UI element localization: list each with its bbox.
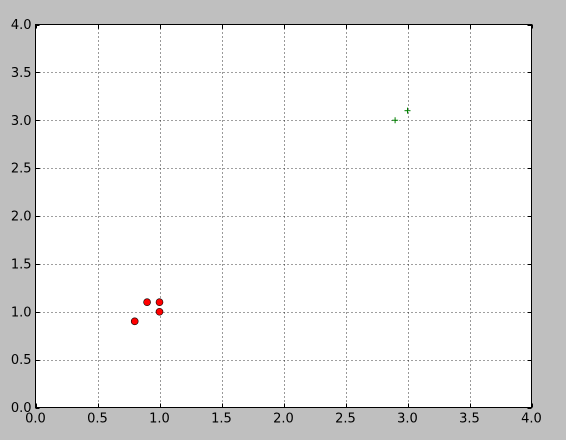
- red-circle-point: [155, 298, 164, 306]
- x-tick-label: 2.5: [335, 412, 356, 427]
- data-points: [130, 107, 411, 326]
- green-plus-point: [392, 117, 399, 124]
- y-tick-label: 0.5: [11, 353, 32, 368]
- x-tick-label: 2.0: [273, 412, 294, 427]
- y-tick-label: 4.0: [11, 18, 32, 33]
- plot-frame: [35, 24, 532, 408]
- x-tick-label: 0.5: [87, 412, 108, 427]
- y-axis-tick-labels: 0.0 0.5 1.0 1.5 2.0 2.5 3.0 3.5 4.0: [11, 18, 32, 416]
- x-tick-label: 1.0: [149, 412, 170, 427]
- x-tick-label: 1.5: [211, 412, 232, 427]
- grid-lines: [35, 24, 532, 408]
- y-tick-label: 1.5: [11, 257, 32, 272]
- y-tick-label: 0.0: [11, 401, 32, 416]
- y-tick-label: 2.0: [11, 210, 32, 225]
- axis-ticks: [35, 24, 533, 409]
- plot-area: [35, 24, 532, 408]
- y-tick-label: 1.0: [11, 305, 32, 320]
- x-tick-label: 3.0: [397, 412, 418, 427]
- red-circle-point: [155, 307, 164, 316]
- x-tick-label: 0.0: [25, 412, 46, 427]
- y-tick-label: 3.0: [11, 114, 32, 129]
- green-plus-point: [404, 107, 411, 114]
- x-tick-label: 4.0: [521, 412, 542, 427]
- red-circle-point: [143, 298, 151, 306]
- x-axis-tick-labels: 0.0 0.5 1.0 1.5 2.0 2.5 3.0 3.5 4.0: [25, 412, 542, 427]
- x-tick-label: 3.5: [459, 412, 480, 427]
- y-tick-label: 2.5: [11, 162, 32, 177]
- y-tick-label: 3.5: [11, 66, 32, 81]
- red-circle-point: [130, 317, 139, 326]
